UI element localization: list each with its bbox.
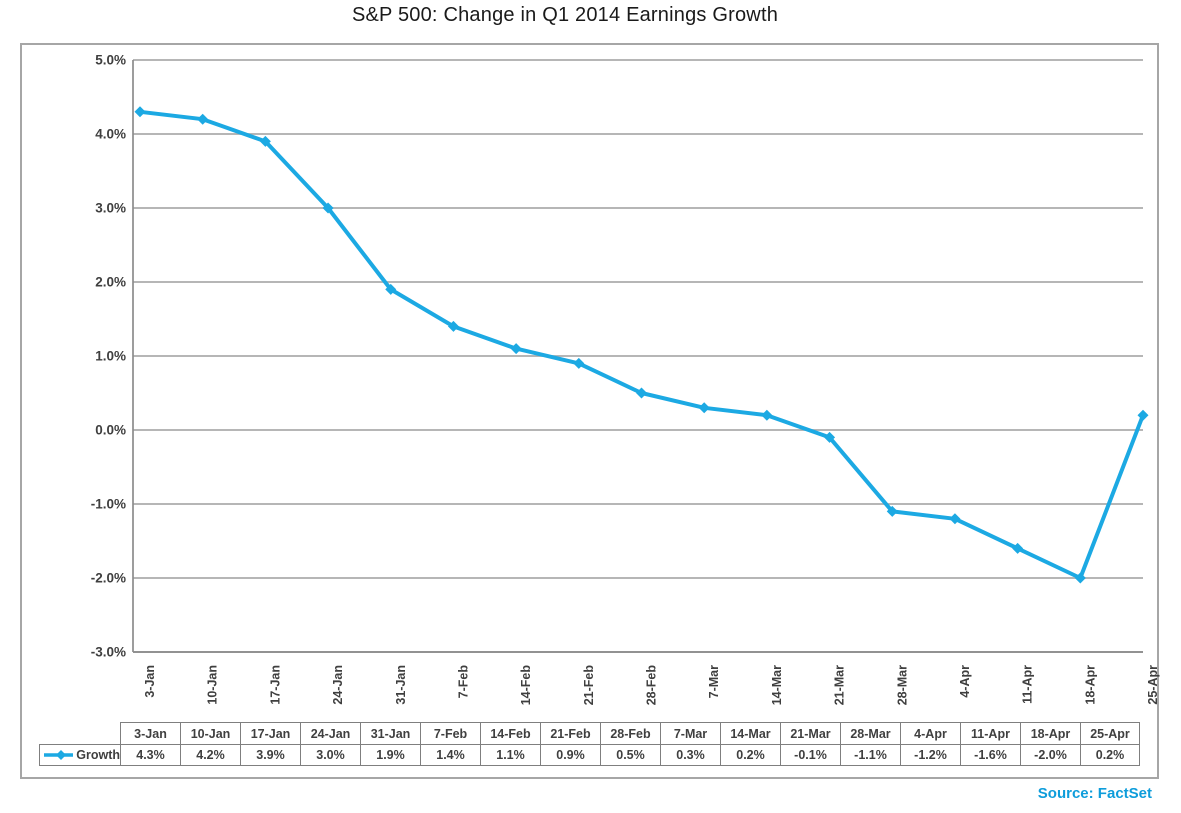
x-tick-label: 17-Jan xyxy=(268,665,282,705)
x-tick-label: 21-Mar xyxy=(833,665,847,705)
y-tick-label: 4.0% xyxy=(95,127,126,142)
x-tick-label: 14-Mar xyxy=(770,665,784,705)
data-point-marker xyxy=(761,409,773,421)
data-point-marker xyxy=(322,202,334,214)
table-value-cell: 0.2% xyxy=(720,744,780,766)
data-point-marker xyxy=(1012,542,1024,554)
x-tick-label: 14-Feb xyxy=(519,665,533,706)
x-tick-label: 7-Mar xyxy=(707,665,721,698)
table-corner-spacer xyxy=(39,722,120,744)
x-tick-label: 25-Apr xyxy=(1146,665,1160,705)
table-header-cell: 21-Mar xyxy=(780,722,840,744)
x-tick-label: 28-Mar xyxy=(895,665,909,705)
table-header-cell: 3-Jan xyxy=(120,722,180,744)
table-value-cell: 0.5% xyxy=(600,744,660,766)
table-header-cell: 21-Feb xyxy=(540,722,600,744)
table-value-cell: 0.3% xyxy=(660,744,720,766)
y-tick-label: 0.0% xyxy=(95,423,126,438)
source-credit: Source: FactSet xyxy=(1037,785,1152,802)
table-value-cell: 1.1% xyxy=(480,744,540,766)
table-value-cell: -1.6% xyxy=(960,744,1020,766)
chart-outer-border xyxy=(20,43,1159,779)
legend-key: Growth xyxy=(39,744,120,766)
y-tick-label: 1.0% xyxy=(95,349,126,364)
table-header-cell: 31-Jan xyxy=(360,722,420,744)
table-value-cell: -2.0% xyxy=(1020,744,1080,766)
data-point-marker xyxy=(134,106,146,118)
table-header-cell: 17-Jan xyxy=(240,722,300,744)
x-tick-label: 7-Feb xyxy=(456,665,470,699)
y-tick-label: -1.0% xyxy=(91,497,126,512)
data-point-marker xyxy=(385,283,397,295)
table-header-cell: 11-Apr xyxy=(960,722,1020,744)
x-tick-label: 21-Feb xyxy=(582,665,596,706)
table-header-cell: 24-Jan xyxy=(300,722,360,744)
table-value-cell: 0.2% xyxy=(1080,744,1140,766)
table-value-cell: 3.9% xyxy=(240,744,300,766)
data-point-marker xyxy=(573,357,585,369)
data-table: 3-Jan 10-Jan 17-Jan 24-Jan 31-Jan 7-Feb 14-Feb… xyxy=(39,722,1140,766)
data-point-marker xyxy=(824,431,836,443)
x-tick-label: 4-Apr xyxy=(958,665,972,698)
table-value-cell: 3.0% xyxy=(300,744,360,766)
x-tick-label: 24-Jan xyxy=(331,665,345,705)
table-value-cell: 4.3% xyxy=(120,744,180,766)
data-point-marker xyxy=(1137,409,1149,421)
table-header-cell: 14-Mar xyxy=(720,722,780,744)
table-value-cell: 4.2% xyxy=(180,744,240,766)
table-header-cell: 18-Apr xyxy=(1020,722,1080,744)
growth-line xyxy=(138,109,1145,580)
y-tick-label: 2.0% xyxy=(95,275,126,290)
x-tick-label: 3-Jan xyxy=(143,665,157,698)
y-tick-label: -2.0% xyxy=(91,571,126,586)
x-tick-label: 11-Apr xyxy=(1021,665,1035,704)
line-diamond-icon xyxy=(44,750,74,760)
x-tick-label: 28-Feb xyxy=(645,665,659,706)
table-header-cell: 7-Feb xyxy=(420,722,480,744)
chart-title: S&P 500: Change in Q1 2014 Earnings Grow… xyxy=(351,4,779,26)
x-tick-label: 18-Apr xyxy=(1083,665,1097,705)
data-point-marker xyxy=(259,135,271,147)
table-value-cell: 1.4% xyxy=(420,744,480,766)
x-tick-label: 31-Jan xyxy=(394,665,408,705)
y-tick-label: 3.0% xyxy=(95,201,126,216)
table-header-cell: 14-Feb xyxy=(480,722,540,744)
data-point-marker xyxy=(197,113,209,125)
table-header-cell: 28-Feb xyxy=(600,722,660,744)
table-header-cell: 10-Jan xyxy=(180,722,240,744)
table-value-cell: -1.1% xyxy=(840,744,900,766)
x-tick-label: 10-Jan xyxy=(206,665,220,705)
table-value-cell: -0.1% xyxy=(780,744,840,766)
table-header-cell: 4-Apr xyxy=(900,722,960,744)
table-value-cell: 0.9% xyxy=(540,744,600,766)
table-value-cell: 1.9% xyxy=(360,744,420,766)
table-value-cell: -1.2% xyxy=(900,744,960,766)
table-header-cell: 25-Apr xyxy=(1080,722,1140,744)
data-point-marker xyxy=(949,513,961,525)
y-tick-label: -3.0% xyxy=(91,645,126,660)
table-header-cell: 7-Mar xyxy=(660,722,720,744)
table-header-cell: 28-Mar xyxy=(840,722,900,744)
data-point-marker xyxy=(447,320,459,332)
data-point-marker xyxy=(1074,572,1086,584)
y-tick-label: 5.0% xyxy=(95,53,126,68)
data-point-marker xyxy=(510,343,522,355)
data-point-marker xyxy=(886,505,898,517)
data-point-marker xyxy=(636,387,647,399)
legend-series-label: Growth xyxy=(76,748,120,762)
data-point-marker xyxy=(698,402,710,414)
